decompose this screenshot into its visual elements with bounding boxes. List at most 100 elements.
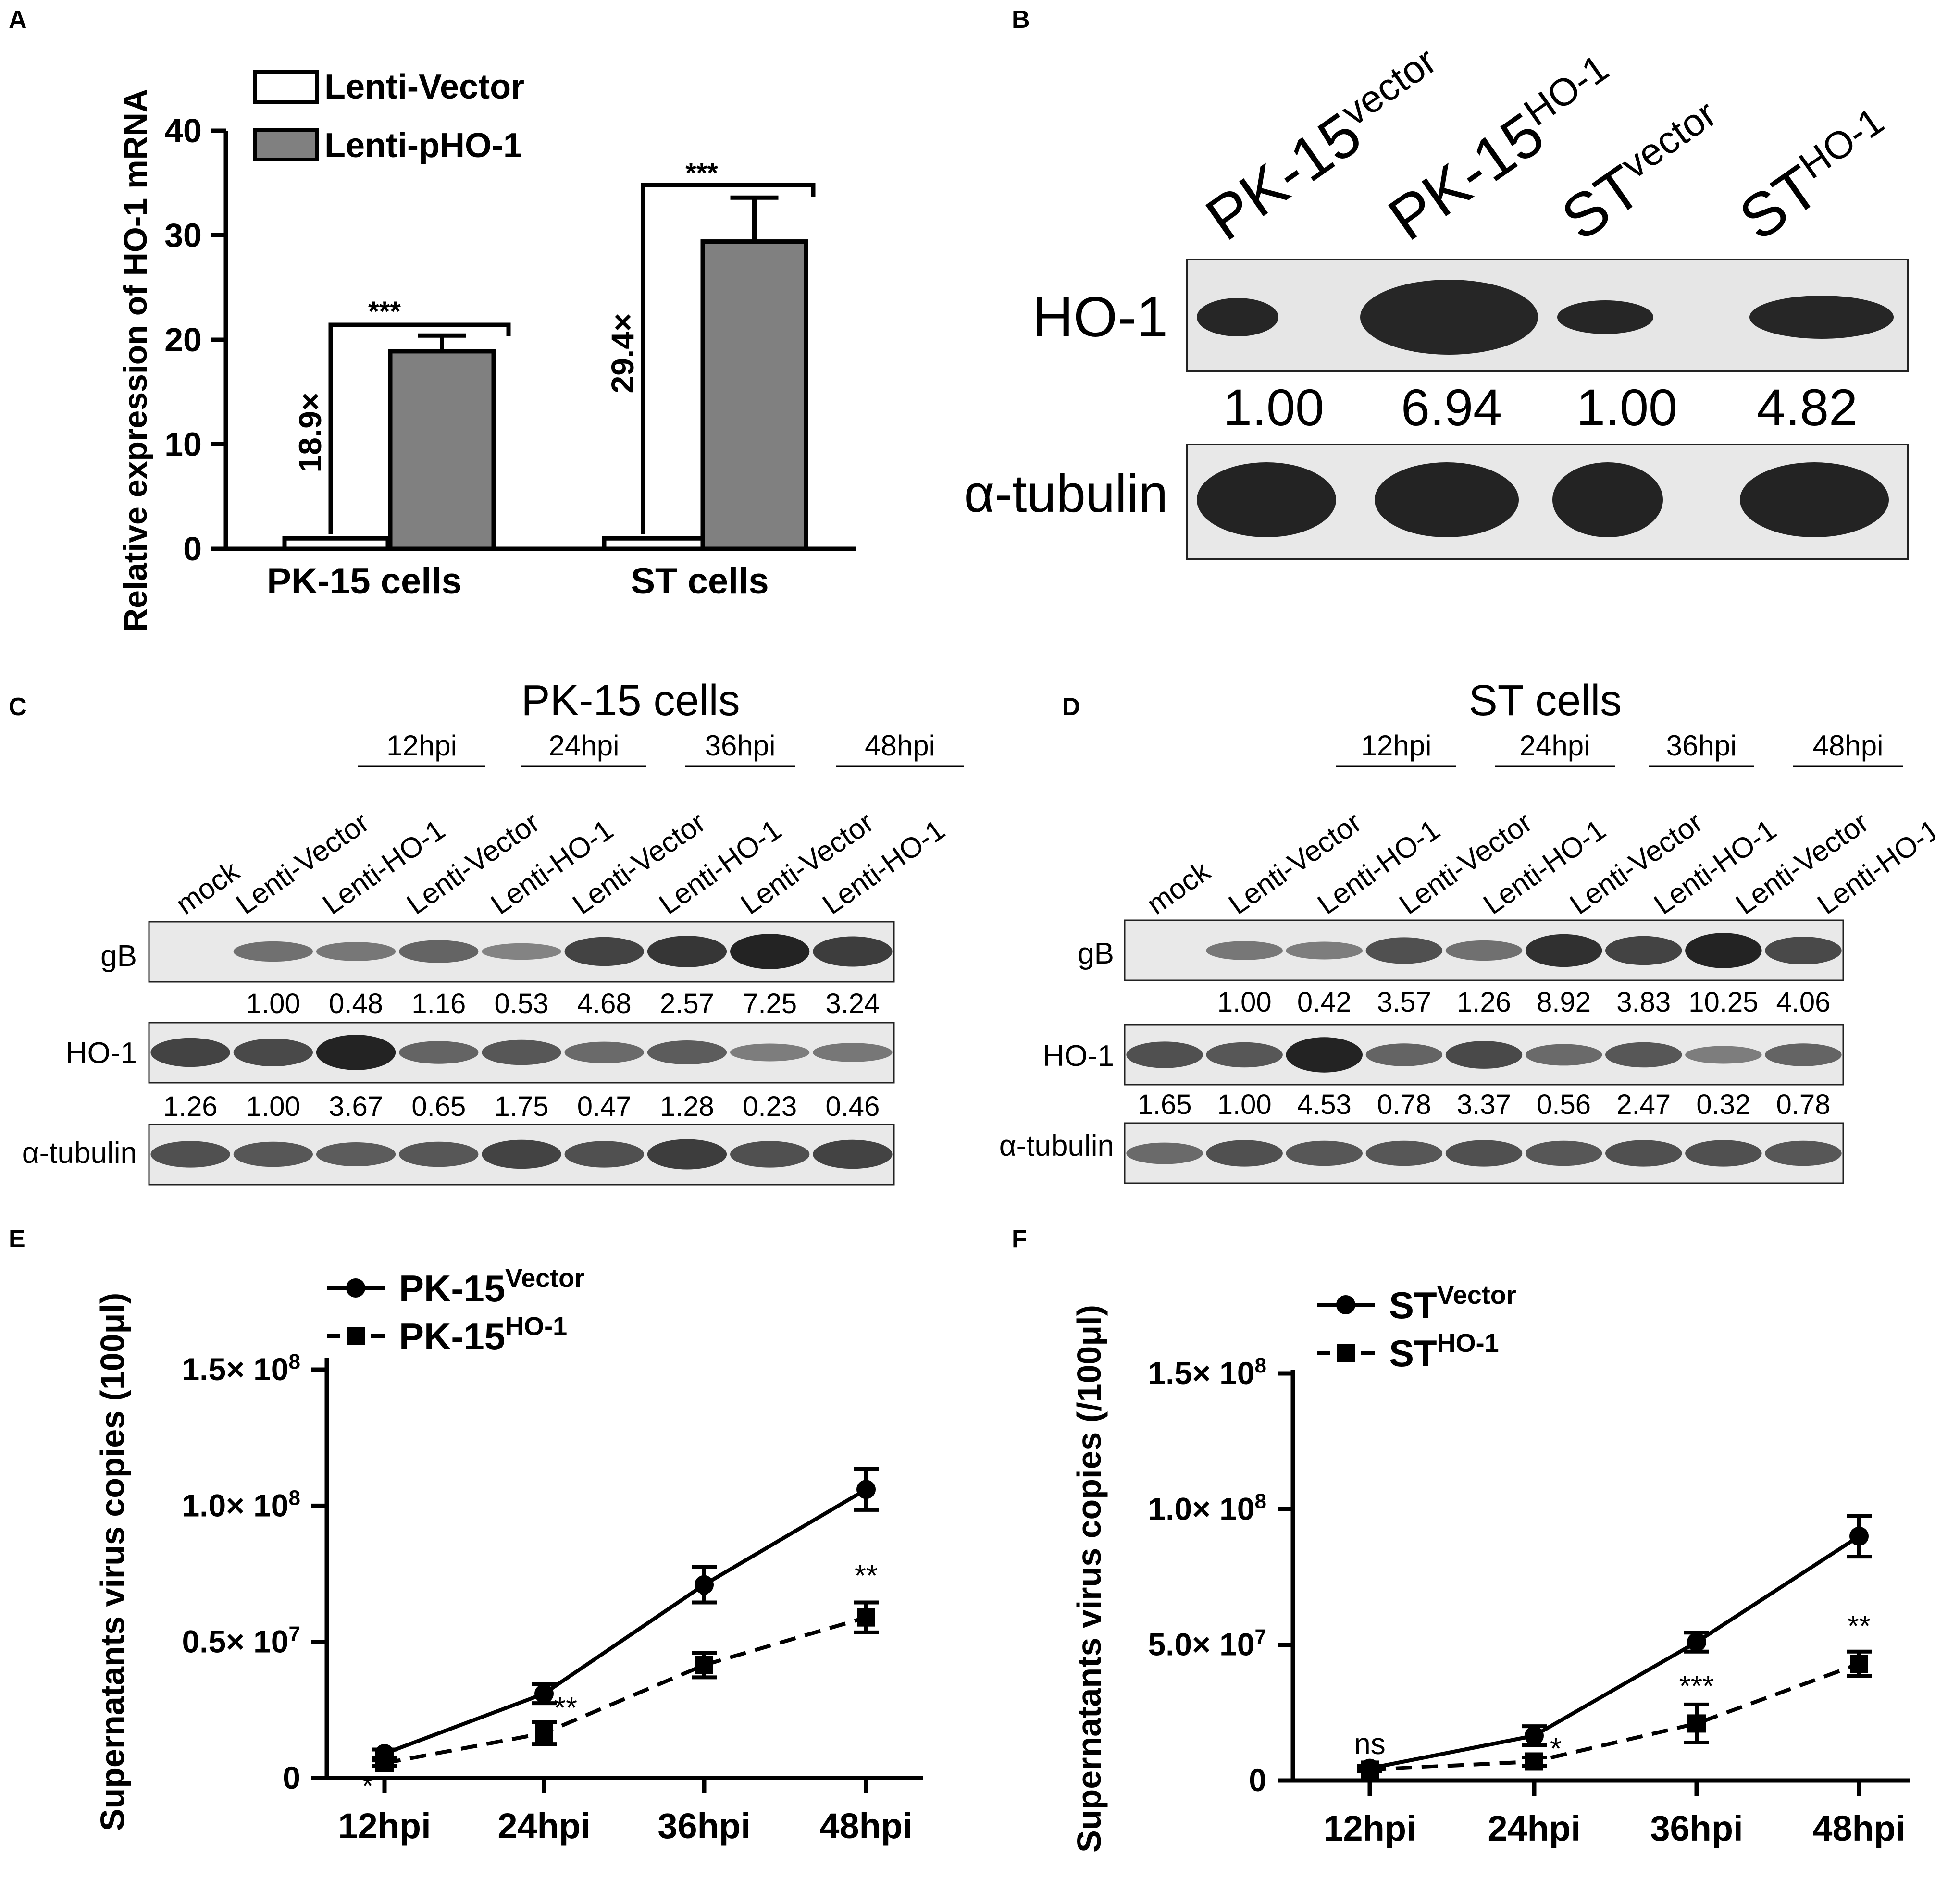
panel-label-b: B	[1012, 6, 1030, 34]
marker-circle	[1849, 1526, 1869, 1546]
panel-c-western-blot: PK-15 cells 12hpi 24hpi 36hpi 48hpi mockLen…	[22, 677, 964, 1186]
b-band-ho1	[1360, 280, 1538, 355]
gb-value: 1.00	[246, 988, 300, 1019]
panel-d-title: ST cells	[1469, 677, 1622, 725]
ho1-value: 1.65	[1138, 1089, 1192, 1120]
blot-band	[564, 1041, 644, 1063]
ho1-value: 0.46	[825, 1091, 880, 1122]
ytick-label: 1.0× 108	[182, 1486, 300, 1523]
b-band-tubulin	[1552, 462, 1663, 537]
panel-label-e: E	[9, 1225, 25, 1253]
marker-circle	[1525, 1726, 1544, 1745]
row-label-ho1: HO-1	[1032, 285, 1168, 349]
a-bar	[282, 536, 390, 551]
series-line	[1369, 1534, 1861, 1770]
ytick-label: 1.5× 108	[182, 1350, 300, 1387]
xtick-label: 12hpi	[338, 1806, 431, 1846]
ytick-label: 0	[1249, 1762, 1266, 1798]
blot-band	[150, 1141, 230, 1168]
timepoint-label: 36hpi	[705, 729, 776, 762]
sig-bracket-st	[641, 183, 816, 534]
timepoint-label: 48hpi	[865, 729, 935, 762]
blot-band	[1206, 941, 1283, 960]
ho1-value: 0.47	[577, 1091, 632, 1122]
gb-value: 10.25	[1688, 987, 1758, 1018]
fold-label-pk15: 18.9×	[292, 393, 328, 473]
gb-value: 0.48	[329, 988, 383, 1019]
ho1-value: 0.23	[743, 1091, 797, 1122]
ho1-value: 1.26	[163, 1091, 218, 1122]
group-label-pk15: PK-15 cells	[267, 561, 462, 602]
blot-band	[316, 1035, 396, 1070]
d-row-gb: gB	[1078, 937, 1114, 970]
legend-label: STHO-1	[1389, 1329, 1499, 1374]
blot-band	[1365, 1140, 1443, 1166]
blot-band	[482, 1039, 561, 1065]
timepoint-label: 24hpi	[549, 729, 620, 762]
b-band-ho1	[1197, 298, 1278, 336]
blot-band	[399, 940, 479, 963]
d-row-tubulin: α-tubulin	[999, 1129, 1114, 1162]
sig-marker: *	[1550, 1732, 1562, 1766]
marker-circle	[534, 1684, 554, 1704]
xtick-label: 12hpi	[1323, 1808, 1416, 1848]
blot-band	[1126, 1041, 1203, 1068]
sig-marker: **	[554, 1692, 577, 1725]
a-ytick-label: 30	[164, 217, 202, 254]
xtick-label: 36hpi	[1650, 1808, 1743, 1848]
blot-band	[1286, 1037, 1363, 1073]
gb-value: 4.68	[577, 988, 632, 1019]
gb-value: 2.57	[660, 988, 714, 1019]
blot-band	[399, 1041, 479, 1064]
blot-band	[399, 1141, 479, 1167]
timepoint-label: 12hpi	[1361, 729, 1432, 762]
a-bar	[602, 536, 710, 551]
b-ho1-value: 1.00	[1223, 378, 1324, 436]
ytick-label: 5.0× 107	[1148, 1625, 1266, 1662]
blot-band	[647, 1040, 727, 1064]
blot-band	[316, 1142, 396, 1166]
sig-marker: ***	[1679, 1670, 1714, 1703]
legend-swatch-pho1	[253, 128, 319, 161]
gb-value: 7.25	[743, 988, 797, 1019]
panel-a-ylabel: Relative expression of HO-1 mRNA	[117, 89, 154, 632]
blot-band	[647, 936, 727, 967]
blot-band	[150, 1038, 230, 1067]
blot-band	[1445, 1140, 1523, 1167]
c-row-tubulin: α-tubulin	[22, 1137, 137, 1170]
blot-band	[233, 1039, 313, 1066]
blot-band	[1525, 934, 1602, 967]
ytick-label: 1.0× 108	[1148, 1489, 1266, 1527]
legend-marker-circle	[346, 1278, 365, 1298]
c-row-ho1: HO-1	[66, 1037, 137, 1070]
panel-label-a: A	[9, 6, 27, 34]
marker-circle	[856, 1480, 876, 1499]
ho1-value: 1.75	[495, 1091, 549, 1122]
a-ytick-label: 40	[164, 112, 202, 149]
gb-value: 0.42	[1297, 987, 1352, 1018]
b-band-tubulin	[1740, 462, 1889, 537]
xtick-label: 24hpi	[1488, 1808, 1580, 1848]
a-bar	[700, 239, 808, 551]
legend-swatch-vector	[253, 70, 319, 104]
blot-band	[1685, 933, 1762, 968]
gb-value: 8.92	[1537, 987, 1591, 1018]
gb-value: 1.16	[411, 988, 466, 1019]
marker-circle	[1687, 1632, 1706, 1652]
ho1-value: 0.32	[1696, 1089, 1750, 1120]
blot-band	[1445, 1041, 1523, 1069]
panel-e-line-chart: Supernatants virus copies (100μl) PK-15V…	[94, 1264, 923, 1846]
panel-d-western-blot: ST cells 12hpi 24hpi 36hpi 48hpi mock Lenti-…	[999, 677, 1935, 1184]
d-row-ho1: HO-1	[1043, 1039, 1114, 1073]
b-ho1-value: 6.94	[1401, 378, 1502, 436]
series-line	[384, 1615, 867, 1765]
blot-band	[813, 1043, 893, 1062]
sig-marker: **	[1848, 1610, 1871, 1643]
marker-square	[1361, 1760, 1379, 1779]
panel-label-f: F	[1012, 1225, 1027, 1253]
ytick-label: 0.5× 107	[182, 1622, 300, 1659]
ho1-value: 1.00	[1217, 1089, 1272, 1120]
panel-f-line-chart: Supernatants virus copies (/100μl) STVec…	[1070, 1281, 1910, 1853]
